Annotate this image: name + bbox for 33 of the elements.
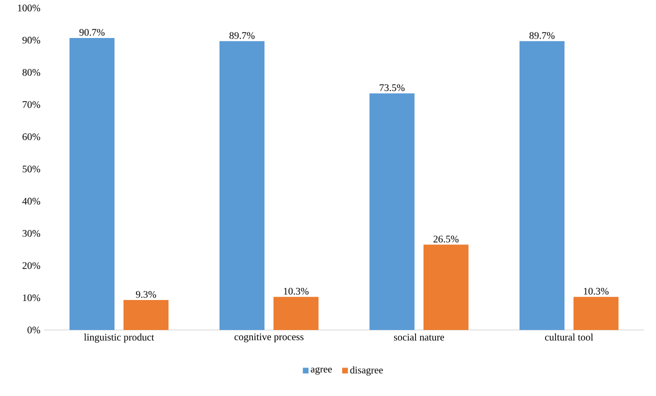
data-label: 10.3% bbox=[584, 288, 609, 295]
y-tick-label: 70% bbox=[22, 101, 40, 108]
y-tick-label: 80% bbox=[22, 69, 40, 76]
data-label: 89.7% bbox=[529, 32, 555, 39]
y-tick-label: 10% bbox=[23, 294, 40, 302]
x-tick-label: cultural tool bbox=[545, 334, 594, 341]
bar bbox=[274, 296, 318, 330]
y-tick-label: 60% bbox=[22, 133, 40, 140]
data-label: 10.3% bbox=[284, 288, 309, 295]
bar bbox=[573, 296, 618, 330]
y-tick-label: 90% bbox=[22, 36, 40, 44]
legend-label: disagree bbox=[350, 366, 383, 376]
data-label: 73.5% bbox=[380, 84, 405, 92]
bar bbox=[124, 300, 169, 330]
data-label: 89.7% bbox=[229, 32, 255, 39]
x-tick-label: social nature bbox=[394, 334, 444, 341]
y-tick-label: 0% bbox=[28, 326, 40, 334]
bar bbox=[424, 244, 468, 330]
x-tick-label: linguistic product bbox=[84, 334, 154, 343]
bar bbox=[70, 38, 115, 330]
y-tick-label: 50% bbox=[22, 166, 40, 172]
y-tick-label: 40% bbox=[22, 198, 40, 205]
data-label: 9.3% bbox=[136, 291, 156, 298]
y-tick-label: 20% bbox=[22, 262, 40, 269]
x-tick-label: cognitive process bbox=[234, 334, 304, 342]
bar bbox=[370, 93, 414, 330]
bar bbox=[220, 41, 265, 330]
y-tick-label: 100% bbox=[18, 4, 40, 12]
bar bbox=[520, 41, 564, 330]
data-label: 90.7% bbox=[79, 28, 105, 36]
legend-label: agree bbox=[310, 367, 332, 375]
y-tick-label: 30% bbox=[22, 230, 40, 237]
data-label: 26.5% bbox=[434, 236, 459, 242]
